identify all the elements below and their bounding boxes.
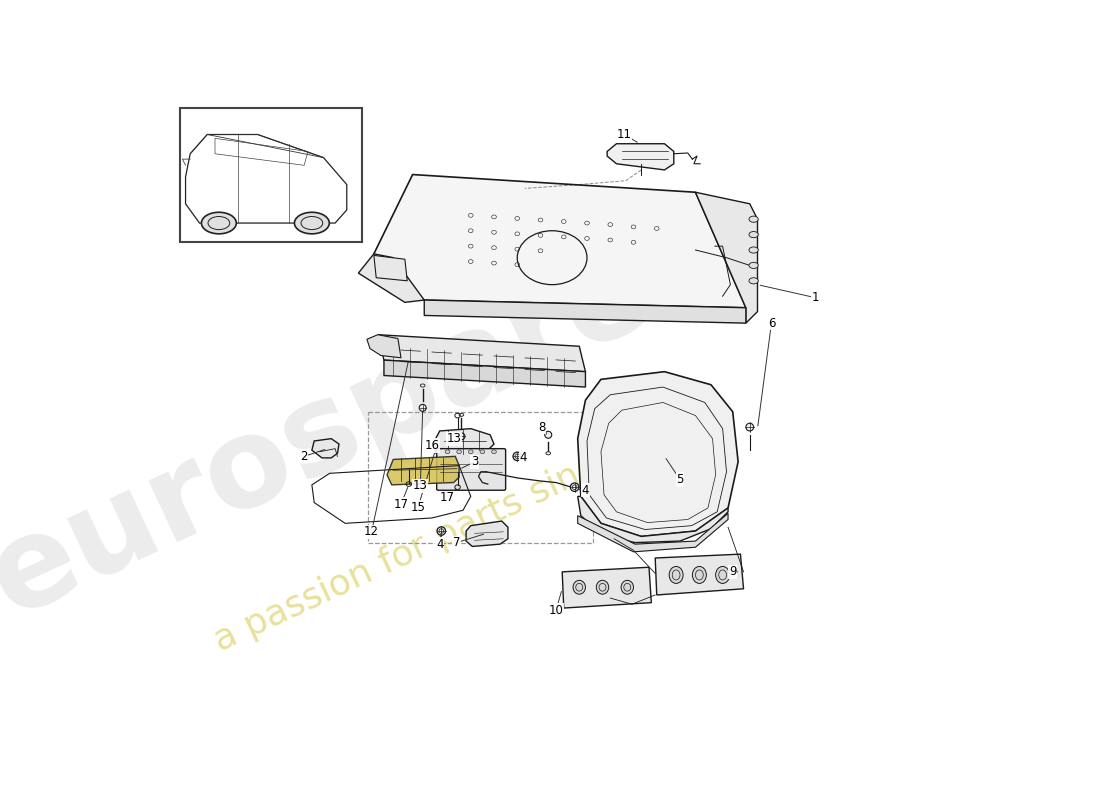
- Polygon shape: [312, 438, 339, 458]
- Ellipse shape: [570, 483, 579, 491]
- Ellipse shape: [692, 566, 706, 583]
- Text: 13: 13: [412, 479, 428, 492]
- Ellipse shape: [420, 384, 425, 387]
- Polygon shape: [656, 554, 744, 595]
- Ellipse shape: [201, 212, 236, 234]
- Text: 16: 16: [425, 439, 440, 452]
- Polygon shape: [695, 192, 758, 323]
- Polygon shape: [425, 300, 746, 323]
- Ellipse shape: [546, 452, 551, 455]
- FancyBboxPatch shape: [437, 449, 506, 490]
- Ellipse shape: [749, 216, 758, 222]
- Text: 13: 13: [447, 432, 461, 445]
- Polygon shape: [374, 174, 746, 308]
- Text: eurospares: eurospares: [0, 198, 738, 642]
- Polygon shape: [466, 521, 508, 546]
- Ellipse shape: [492, 450, 496, 454]
- Text: a passion for parts since 1985: a passion for parts since 1985: [209, 397, 717, 658]
- Text: 17: 17: [394, 498, 408, 510]
- Ellipse shape: [746, 423, 754, 431]
- Ellipse shape: [459, 414, 464, 416]
- Polygon shape: [578, 496, 728, 542]
- Text: 4: 4: [436, 538, 443, 550]
- Text: 6: 6: [768, 317, 776, 330]
- Ellipse shape: [446, 450, 450, 454]
- Ellipse shape: [669, 566, 683, 583]
- Ellipse shape: [749, 247, 758, 253]
- Text: 1: 1: [812, 291, 820, 304]
- Ellipse shape: [437, 527, 446, 535]
- Polygon shape: [433, 429, 494, 456]
- Polygon shape: [562, 567, 651, 608]
- Ellipse shape: [458, 433, 465, 440]
- Text: 3: 3: [471, 455, 478, 468]
- Text: 4: 4: [519, 451, 527, 464]
- Ellipse shape: [544, 431, 552, 438]
- Text: 11: 11: [617, 128, 631, 141]
- Ellipse shape: [295, 212, 329, 234]
- Ellipse shape: [749, 262, 758, 269]
- Polygon shape: [387, 456, 459, 485]
- Polygon shape: [384, 360, 585, 387]
- Ellipse shape: [419, 404, 426, 411]
- Text: 2: 2: [300, 450, 308, 463]
- Polygon shape: [374, 255, 407, 281]
- Bar: [368, 412, 593, 542]
- Text: 8: 8: [538, 421, 546, 434]
- Ellipse shape: [480, 450, 485, 454]
- Text: 12: 12: [364, 526, 380, 538]
- Polygon shape: [359, 254, 425, 302]
- Ellipse shape: [716, 566, 729, 583]
- Ellipse shape: [621, 580, 634, 594]
- Ellipse shape: [513, 452, 521, 461]
- Polygon shape: [367, 334, 402, 358]
- Bar: [180, 107, 362, 242]
- Polygon shape: [377, 334, 585, 372]
- Polygon shape: [578, 514, 728, 552]
- Ellipse shape: [749, 278, 758, 284]
- Text: 4: 4: [582, 484, 590, 497]
- Polygon shape: [607, 144, 674, 170]
- Polygon shape: [578, 372, 738, 537]
- Ellipse shape: [456, 450, 462, 454]
- Ellipse shape: [573, 580, 585, 594]
- Ellipse shape: [749, 231, 758, 238]
- Ellipse shape: [596, 580, 608, 594]
- Text: 10: 10: [549, 604, 563, 617]
- Text: 17: 17: [440, 491, 455, 505]
- Ellipse shape: [469, 450, 473, 454]
- Text: 7: 7: [453, 536, 461, 549]
- Text: 15: 15: [410, 501, 426, 514]
- Text: 9: 9: [729, 566, 737, 578]
- Text: 5: 5: [676, 473, 684, 486]
